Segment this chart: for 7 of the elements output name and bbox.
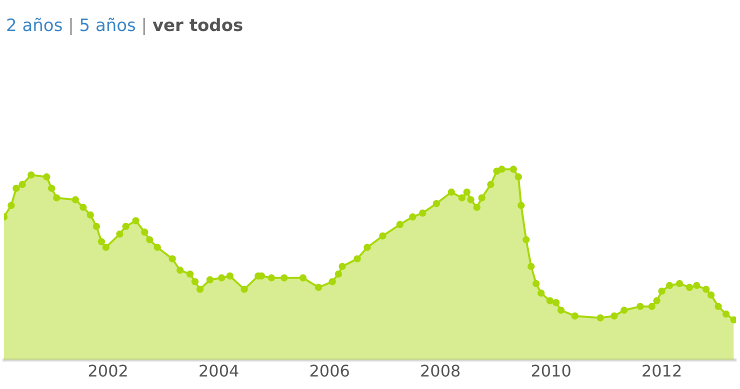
x-tick-label: 2002 <box>88 362 128 381</box>
x-tick-label: 2012 <box>641 362 682 381</box>
x-tick-label: 2010 <box>530 362 572 381</box>
x-tick-label: 2004 <box>198 362 240 381</box>
x-tick-label: 2006 <box>309 362 350 381</box>
x-tick-label: 2008 <box>420 362 461 381</box>
chart-title: 2 años | 5 años | ver todos <box>6 16 244 36</box>
